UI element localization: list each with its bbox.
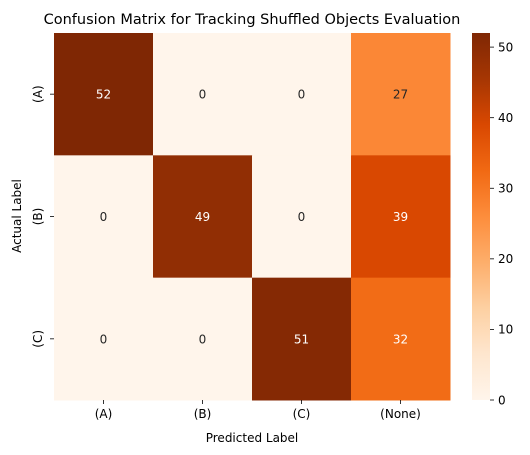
colorbar-tick-label: 20	[498, 252, 513, 266]
heatmap-cell	[153, 155, 253, 279]
heatmap-cell	[54, 277, 154, 401]
heatmap-cells: 52 0 0 27 0 49 0 39 0 0 51 32	[54, 33, 451, 401]
colorbar-tick-label: 0	[498, 393, 506, 407]
colorbar-ticks: 0 10 20 30 40 50	[490, 40, 513, 407]
heatmap-cell	[54, 33, 154, 156]
x-axis-ticks: (A) (B) (C) (None)	[95, 400, 421, 421]
colorbar-tick-label: 10	[498, 323, 513, 337]
x-tick-label: (B)	[194, 407, 212, 421]
cell-value-label: 0	[199, 88, 207, 102]
y-axis-ticks: (A) (B) (C)	[31, 85, 54, 348]
heatmap-cell	[351, 277, 451, 401]
heatmap-cell	[252, 155, 352, 279]
cell-value-label: 32	[393, 332, 408, 346]
colorbar-tick-label: 30	[498, 182, 513, 196]
colorbar-tick-label: 50	[498, 40, 513, 54]
x-axis-label: Predicted Label	[206, 431, 299, 445]
heatmap-cell	[351, 155, 451, 279]
cell-value-label: 52	[96, 88, 111, 102]
y-tick-label: (C)	[31, 330, 45, 348]
colorbar	[472, 33, 490, 400]
cell-value-label: 0	[100, 332, 108, 346]
chart-title: Confusion Matrix for Tracking Shuffled O…	[44, 12, 461, 28]
heatmap-cell	[153, 33, 253, 156]
x-tick-label: (A)	[95, 407, 113, 421]
x-tick-label: (None)	[380, 407, 421, 421]
y-axis-label: Actual Label	[10, 179, 24, 253]
cell-value-label: 0	[298, 210, 306, 224]
heatmap-cell	[153, 277, 253, 401]
y-tick-label: (B)	[31, 208, 45, 226]
cell-value-label: 49	[195, 210, 210, 224]
cell-value-label: 39	[393, 210, 408, 224]
cell-value-label: 0	[100, 210, 108, 224]
heatmap-cell	[54, 155, 154, 279]
colorbar-tick-label: 40	[498, 111, 513, 125]
cell-value-label: 27	[393, 88, 408, 102]
heatmap-cell	[252, 33, 352, 156]
heatmap-cell	[252, 277, 352, 401]
x-tick-label: (C)	[293, 407, 311, 421]
heatmap-cell	[351, 33, 451, 156]
cell-value-label: 51	[294, 332, 309, 346]
y-tick-label: (A)	[31, 85, 45, 103]
cell-value-label: 0	[298, 88, 306, 102]
cell-value-label: 0	[199, 332, 207, 346]
